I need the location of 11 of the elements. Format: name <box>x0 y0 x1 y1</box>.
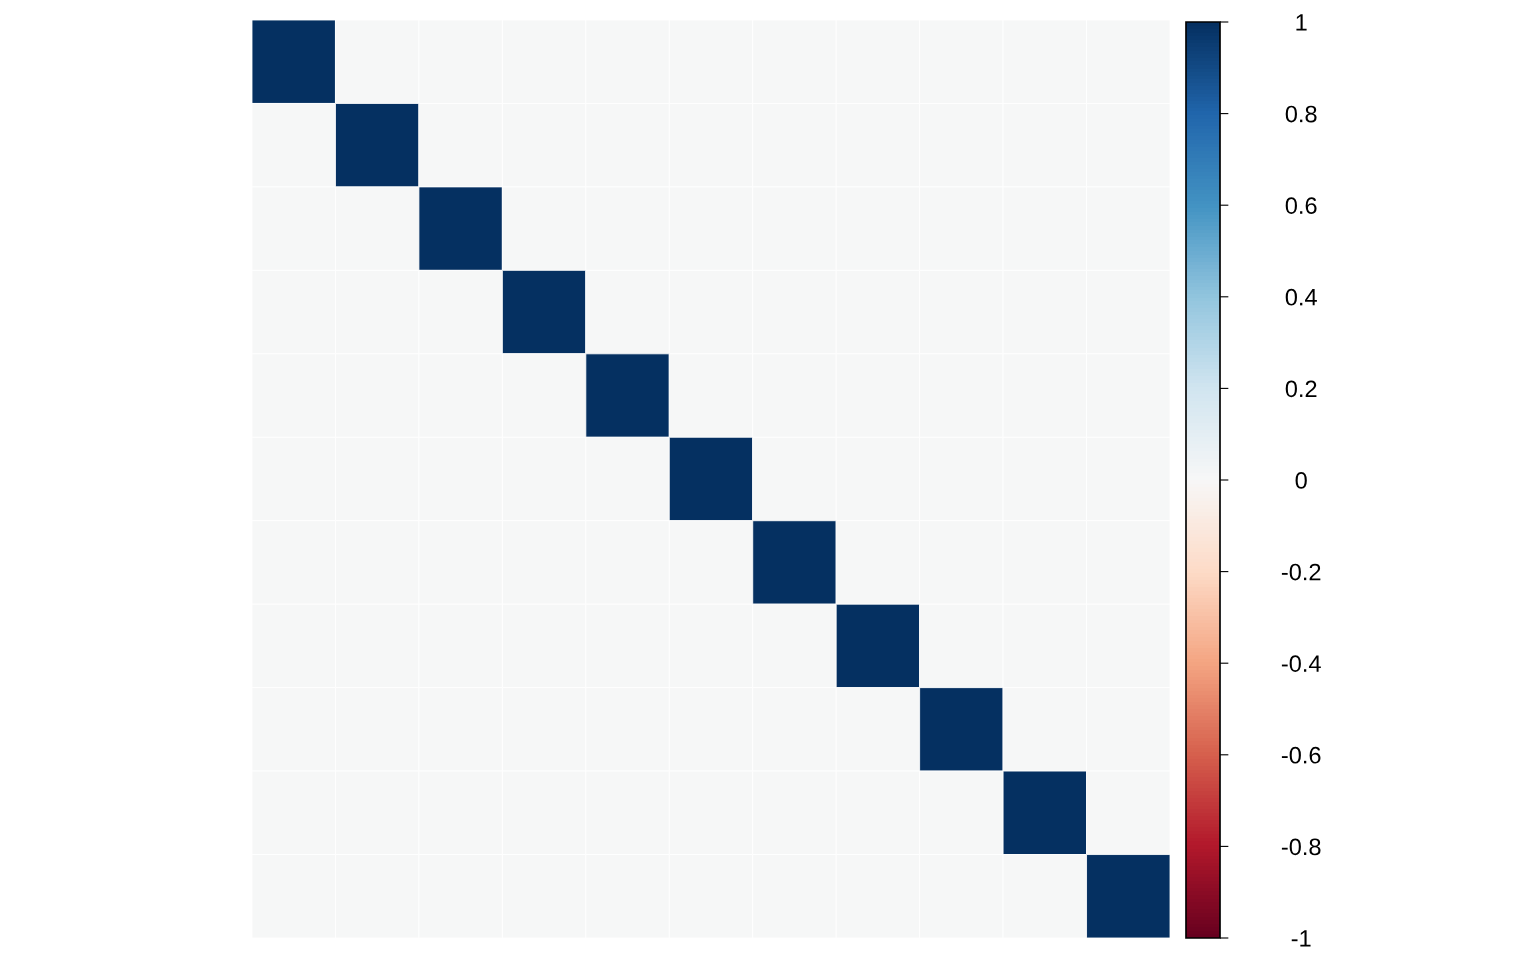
color-bar-label: 0 <box>1295 472 1307 489</box>
color-bar-label: -1 <box>1291 930 1311 947</box>
color-bar-label: 1 <box>1296 14 1307 31</box>
color-bar-label: -0.4 <box>1281 655 1321 672</box>
color-bar-label: -0.8 <box>1281 838 1321 856</box>
color-bar-label: -0.6 <box>1281 746 1321 764</box>
color-bar-label: 0.6 <box>1285 197 1317 214</box>
color-bar-label: -0.2 <box>1281 563 1321 581</box>
color-bar-label: 0.2 <box>1285 380 1317 398</box>
color-bar-label: 0.8 <box>1285 105 1317 123</box>
color-bar-label: 0.4 <box>1285 288 1317 306</box>
